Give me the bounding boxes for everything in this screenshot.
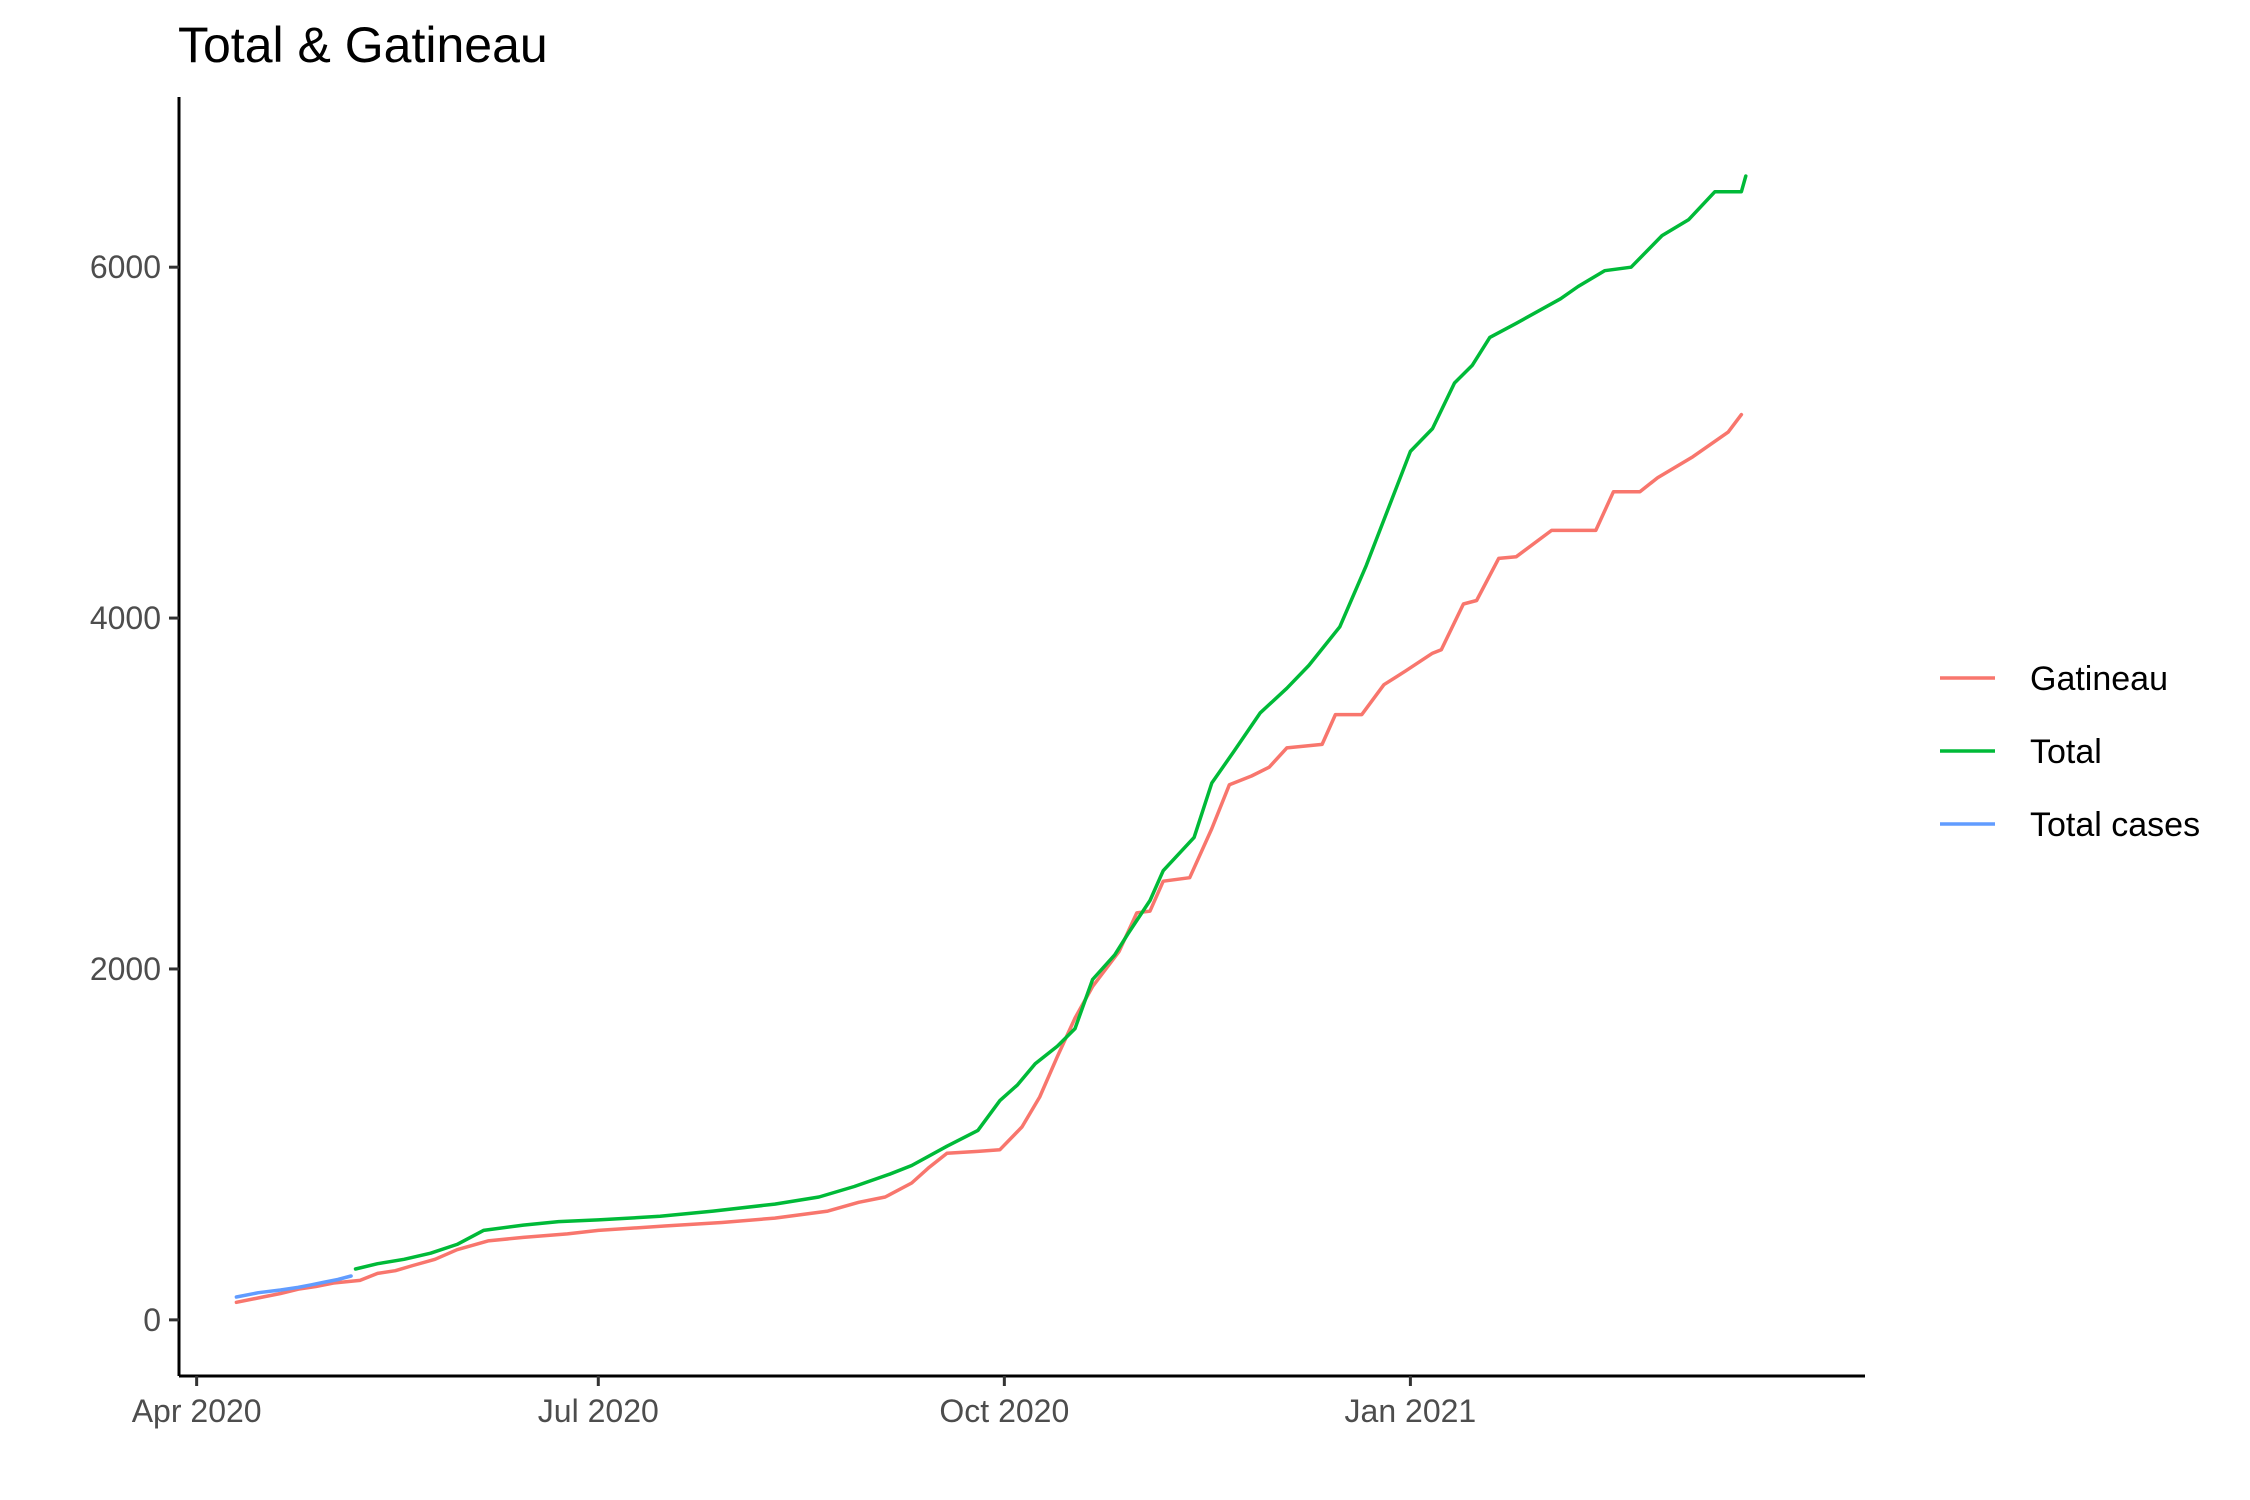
x-tick-label: Apr 2020 bbox=[132, 1393, 262, 1429]
x-tick-label: Jul 2020 bbox=[538, 1393, 659, 1429]
x-tick-label: Oct 2020 bbox=[939, 1393, 1069, 1429]
x-ticks: Apr 2020 Jul 2020 Oct 2020 Jan 2021 bbox=[132, 1376, 1477, 1429]
legend-label: Total bbox=[2030, 733, 2102, 771]
legend-label: Total cases bbox=[2030, 806, 2200, 844]
series-line-gatineau bbox=[234, 412, 1744, 1305]
series-line-total bbox=[353, 174, 1748, 1271]
series-lines bbox=[234, 174, 1748, 1305]
y-tick-label: 6000 bbox=[90, 249, 161, 285]
y-tick-label: 2000 bbox=[90, 951, 161, 987]
y-ticks: 0 2000 4000 6000 bbox=[90, 249, 179, 1338]
x-tick-label: Jan 2021 bbox=[1345, 1393, 1477, 1429]
legend-label: Gatineau bbox=[2030, 660, 2168, 698]
series-line-total-cases bbox=[234, 1274, 353, 1299]
legend: Gatineau Total Total cases bbox=[1940, 660, 2200, 844]
y-tick-label: 4000 bbox=[90, 600, 161, 636]
y-tick-label: 0 bbox=[143, 1302, 161, 1338]
chart-title: Total & Gatineau bbox=[178, 17, 548, 73]
